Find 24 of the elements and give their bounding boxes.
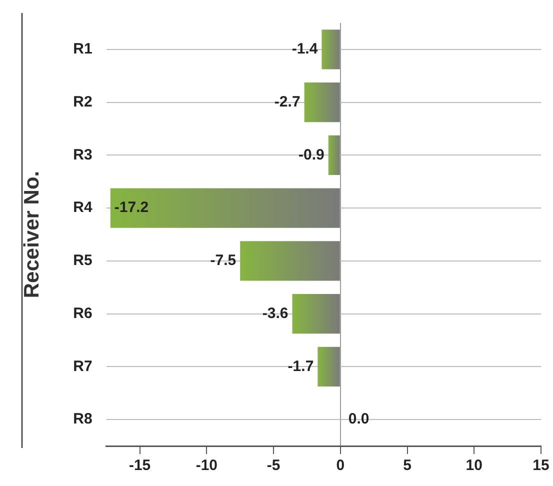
data-label: -2.7 (274, 93, 300, 110)
y-axis-title: Receiver No. (20, 170, 44, 298)
data-label: -0.9 (298, 146, 324, 164)
data-label: -1.7 (288, 358, 314, 375)
y-tick-label: R6 (73, 304, 92, 322)
x-tick-label: -5 (266, 457, 280, 474)
data-label: 0.0 (348, 410, 370, 428)
x-tick-label: 10 (466, 457, 482, 474)
data-label: -17.2 (114, 199, 149, 216)
x-tick-label: -10 (196, 457, 218, 474)
y-tick-label: R8 (73, 410, 92, 428)
x-tick-label: 0 (336, 457, 345, 474)
y-tick-label: R4 (73, 199, 94, 216)
y-tick-label: R3 (73, 146, 92, 164)
y-tick-label: R7 (73, 358, 92, 375)
data-label: -7.5 (210, 252, 236, 270)
x-tick-label: 5 (403, 457, 412, 474)
x-tick-label: 15 (532, 457, 550, 474)
x-tick-label: -15 (128, 457, 151, 474)
data-label: -3.6 (262, 304, 288, 322)
y-tick-label: R1 (73, 40, 92, 58)
data-label: -1.4 (292, 40, 318, 58)
y-tick-label: R2 (73, 93, 92, 110)
y-tick-label: R5 (73, 252, 92, 270)
